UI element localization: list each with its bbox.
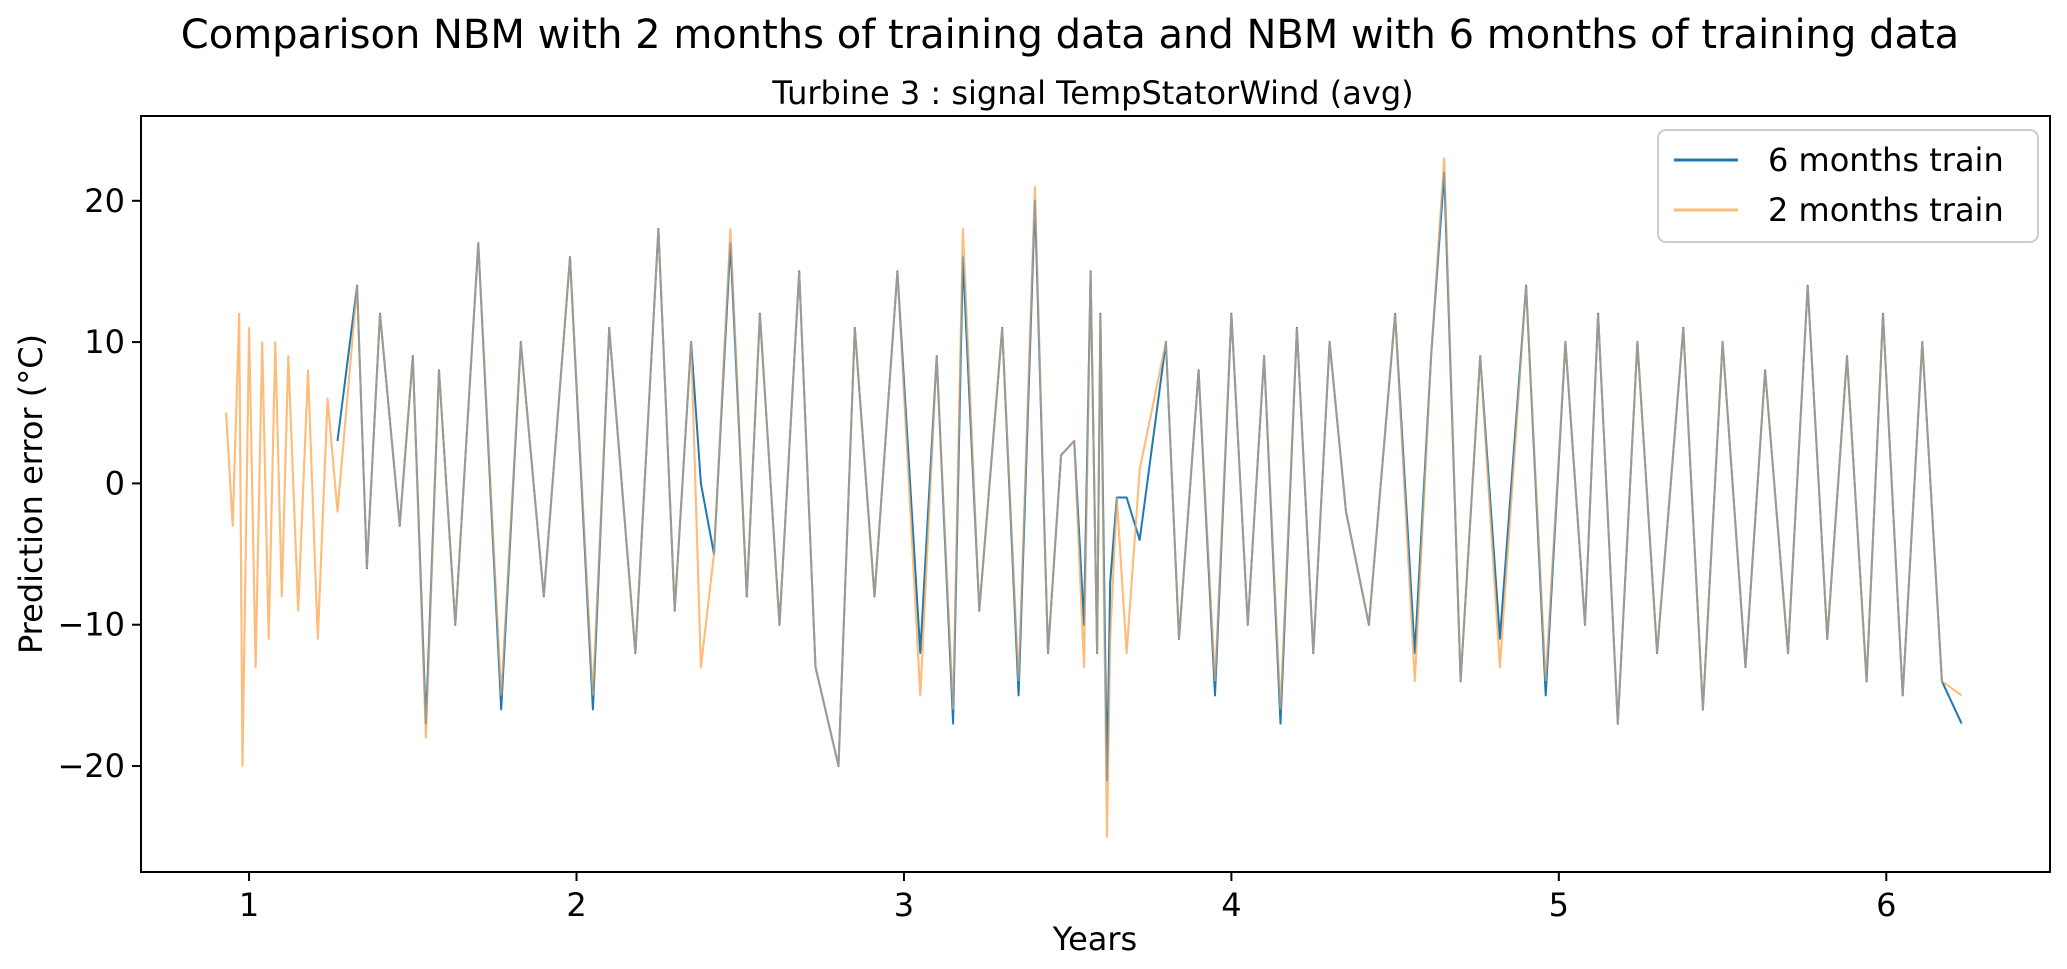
y-axis-ticks: −20 −10 0 10 20 [57,182,141,785]
y-tick-label: 20 [84,182,125,220]
legend-label-6-months-train: 6 months train [1768,141,2004,179]
chart-subtitle: Turbine 3 : signal TempStatorWind (avg) [771,74,1413,112]
x-axis-label: Years [1052,920,1137,958]
x-axis-ticks: 1 2 3 4 5 6 [239,872,1896,924]
legend-label-2-months-train: 2 months train [1768,191,2004,229]
x-tick-label: 6 [1876,886,1896,924]
x-tick-label: 5 [1549,886,1569,924]
y-tick-label: −10 [57,606,125,644]
x-tick-label: 4 [1221,886,1241,924]
y-tick-label: −20 [57,747,125,785]
legend-box [1657,129,2039,243]
legend: 6 months train 2 months train [1657,129,2039,243]
x-tick-label: 2 [566,886,586,924]
x-tick-label: 3 [894,886,914,924]
y-tick-label: 0 [105,464,125,502]
y-tick-label: 10 [84,323,125,361]
x-tick-label: 1 [239,886,259,924]
y-axis-label: Prediction error (°C) [12,334,50,654]
series-layer [225,157,1963,838]
chart-title: Comparison NBM with 2 months of training… [181,12,1959,58]
series-line-overlay-2-months-train [225,158,1963,837]
plot-frame [140,115,2051,873]
